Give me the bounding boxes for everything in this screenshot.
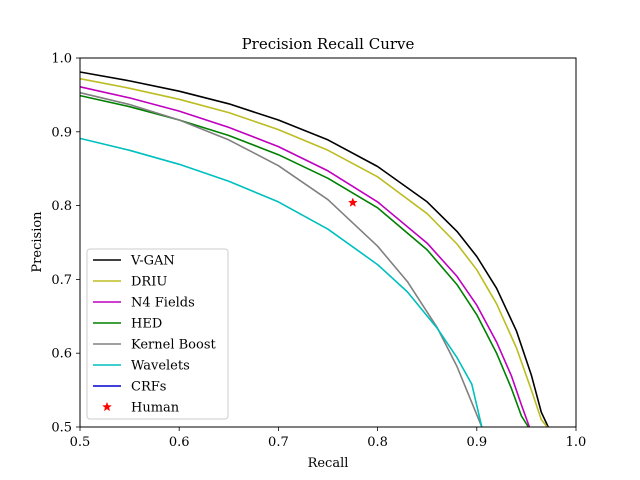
series-line-driu xyxy=(79,77,548,428)
series-line-v-gan xyxy=(79,71,549,428)
series-line-n4-fields xyxy=(79,86,531,428)
series-line-wavelets xyxy=(79,137,483,428)
legend-label-kernel-boost: Kernel Boost xyxy=(131,338,217,353)
chart-title: Precision Recall Curve xyxy=(242,35,415,53)
legend-items: V-GAN DRIU N4 Fields HED Kernel Boost Wavelet… xyxy=(93,254,217,416)
legend-label-wavelets: Wavelets xyxy=(131,359,190,374)
legend-label-human: Human xyxy=(131,401,180,416)
point-human xyxy=(347,197,358,207)
legend-label-n4-fields: N4 Fields xyxy=(131,296,195,311)
legend-label-driu: DRIU xyxy=(131,275,167,290)
legend-swatch-human xyxy=(102,401,112,412)
x-tick-label: 0.9 xyxy=(466,435,487,450)
legend-label-v-gan: V-GAN xyxy=(130,254,175,269)
legend: V-GAN DRIU N4 Fields HED Kernel Boost Wavelet… xyxy=(86,248,229,420)
legend-label-hed: HED xyxy=(131,317,162,332)
y-tick-label: 0.8 xyxy=(51,199,72,214)
x-axis-ticks: 0.5 0.6 0.7 0.8 0.9 1.0 xyxy=(70,427,587,450)
x-tick-label: 0.6 xyxy=(169,435,190,450)
y-axis-ticks: 0.5 0.6 0.7 0.8 0.9 1.0 xyxy=(51,52,80,436)
y-tick-label: 0.9 xyxy=(51,125,72,140)
x-tick-label: 0.7 xyxy=(268,435,289,450)
x-tick-label: 0.8 xyxy=(367,435,388,450)
y-tick-label: 0.6 xyxy=(51,347,72,362)
legend-label-crfs: CRFs xyxy=(131,380,166,395)
x-axis-label: Recall xyxy=(308,456,349,471)
y-tick-label: 0.5 xyxy=(51,421,72,436)
plot-points xyxy=(347,197,358,207)
x-tick-label: 1.0 xyxy=(566,435,587,450)
legend-box xyxy=(86,248,229,420)
plot-frame xyxy=(79,57,577,428)
y-axis-label: Precision xyxy=(30,211,45,273)
y-tick-label: 1.0 xyxy=(51,52,72,67)
y-tick-label: 0.7 xyxy=(51,273,72,288)
series-line-kernel-boost xyxy=(79,91,483,428)
x-tick-label: 0.5 xyxy=(70,435,91,450)
plot-lines xyxy=(79,71,549,428)
